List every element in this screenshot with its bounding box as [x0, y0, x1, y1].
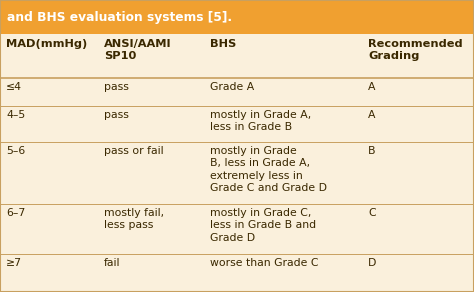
Text: mostly in Grade C,
less in Grade B and
Grade D: mostly in Grade C, less in Grade B and G… — [210, 208, 316, 243]
Text: ≥7: ≥7 — [6, 258, 22, 268]
Text: Recommended
Grading: Recommended Grading — [368, 39, 463, 61]
Text: D: D — [368, 258, 376, 268]
Text: B: B — [368, 146, 375, 156]
Text: pass: pass — [104, 82, 129, 92]
Text: MAD(mmHg): MAD(mmHg) — [6, 39, 87, 49]
Text: mostly fail,
less pass: mostly fail, less pass — [104, 208, 164, 230]
Text: 6–7: 6–7 — [6, 208, 25, 218]
Bar — [0, 34, 474, 78]
Text: pass or fail: pass or fail — [104, 146, 164, 156]
Text: 4–5: 4–5 — [6, 110, 25, 120]
Text: C: C — [368, 208, 375, 218]
Text: ≤4: ≤4 — [6, 82, 22, 92]
Text: 5–6: 5–6 — [6, 146, 25, 156]
Text: A: A — [368, 110, 375, 120]
Text: BHS: BHS — [210, 39, 236, 49]
Text: Grade A: Grade A — [210, 82, 254, 92]
Text: A: A — [368, 82, 375, 92]
Text: ANSI/AAMI
SP10: ANSI/AAMI SP10 — [104, 39, 172, 61]
Text: mostly in Grade A,
less in Grade B: mostly in Grade A, less in Grade B — [210, 110, 311, 132]
Bar — [0, 142, 474, 204]
Bar — [0, 106, 474, 142]
Text: worse than Grade C: worse than Grade C — [210, 258, 319, 268]
Bar — [0, 0, 474, 34]
Bar — [0, 204, 474, 254]
Text: pass: pass — [104, 110, 129, 120]
Text: mostly in Grade
B, less in Grade A,
extremely less in
Grade C and Grade D: mostly in Grade B, less in Grade A, extr… — [210, 146, 327, 193]
Bar — [0, 254, 474, 282]
Text: fail: fail — [104, 258, 120, 268]
Text: and BHS evaluation systems [5].: and BHS evaluation systems [5]. — [7, 11, 232, 23]
Bar — [0, 78, 474, 106]
